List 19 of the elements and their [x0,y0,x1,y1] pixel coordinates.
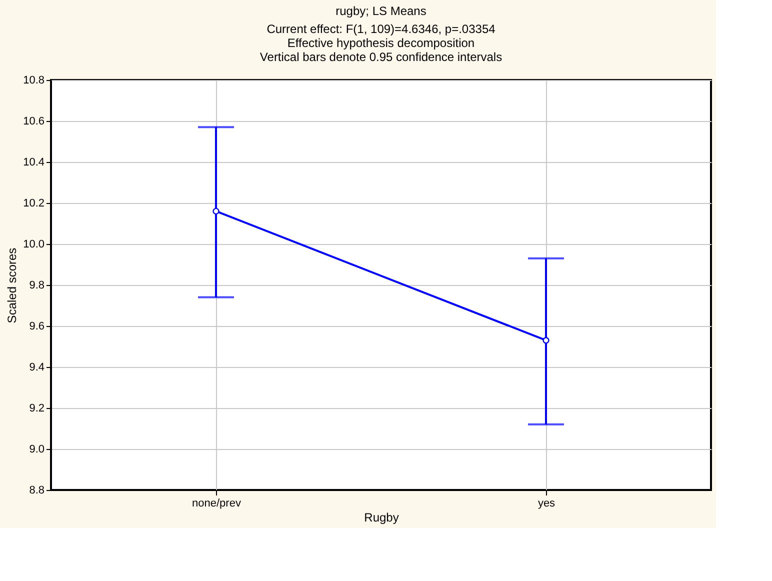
chart-title: rugby; LS Means [336,4,426,18]
y-tick-label: 9.0 [29,444,44,456]
y-tick-label: 10.2 [23,198,44,210]
y-tick-label: 9.4 [29,362,44,374]
y-tick-label: 8.8 [29,484,44,496]
y-tick-label: 9.8 [29,280,44,292]
y-axis-title: Scaled scores [5,248,20,324]
text: Current effect: F(1, 109)=4.6346, p=.03354 [266,22,496,36]
y-tick-label: 10.6 [23,116,44,128]
text: Vertical bars denote 0.95 confidence intervals [260,50,502,64]
y-tick-label: 10.4 [23,156,44,168]
y-tick-label: 9.2 [29,402,44,414]
y-tick-label: 10.0 [23,238,44,250]
y-tick-label: 9.6 [29,320,44,332]
x-tick-label: none/prev [192,498,242,510]
x-axis-title: Rugby [364,510,399,524]
x-tick-label: yes [538,498,556,510]
y-tick-label: 10.8 [23,74,44,86]
text: Effective hypothesis decomposition [287,36,475,50]
